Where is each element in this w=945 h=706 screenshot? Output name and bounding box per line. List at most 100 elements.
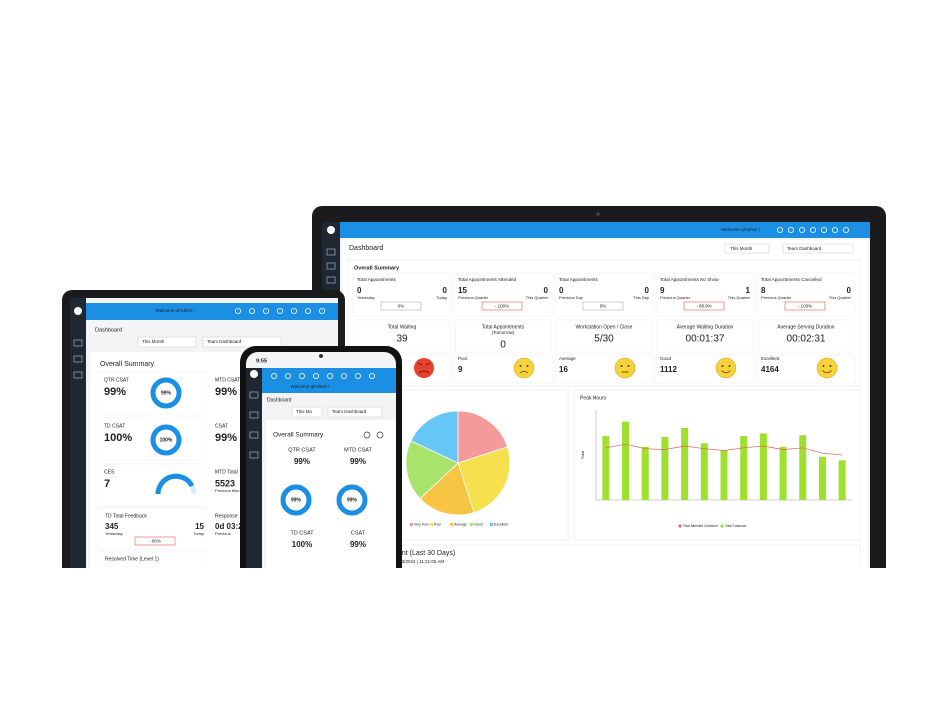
- pie-slice: [405, 440, 459, 500]
- card: [97, 371, 207, 415]
- stat-value: 39: [396, 334, 408, 345]
- background: [0, 568, 945, 706]
- card-value: 100%: [292, 540, 312, 549]
- change-text: 0%: [398, 304, 405, 309]
- card-value: 99%: [294, 457, 310, 466]
- bar: [720, 450, 728, 500]
- stat-title: Average Waiting Duration: [677, 324, 734, 330]
- emoji: [614, 357, 636, 379]
- legend-swatch: [678, 524, 682, 528]
- kpi-label: Yesterday: [357, 295, 375, 300]
- change-badge: [481, 301, 523, 311]
- kpi-label: This Quarter: [728, 295, 751, 300]
- kpi-label: Previous Quarter: [660, 295, 691, 300]
- card-value: 99%: [104, 386, 126, 398]
- stat-card: [454, 319, 552, 353]
- sidebar: [70, 298, 86, 588]
- sidebar-icon: [249, 411, 259, 419]
- card-title: TD Total Feedback: [105, 513, 147, 519]
- legend-swatch: [490, 523, 493, 526]
- status-time: 9:55: [256, 358, 267, 364]
- toolbar-icon: [354, 372, 361, 379]
- bar: [818, 456, 826, 500]
- bar: [799, 435, 807, 500]
- sidebar-icon: [326, 262, 336, 270]
- change-badge: [683, 301, 725, 311]
- kpi-value: 0: [357, 286, 362, 295]
- card: [97, 463, 207, 507]
- card-title: TD CSAT: [290, 530, 314, 536]
- gauge: [155, 473, 195, 495]
- card-value: 99%: [215, 432, 237, 444]
- legend-swatch: [430, 523, 433, 526]
- emoji-eye: [822, 365, 825, 367]
- kpi-value: 0: [847, 286, 852, 295]
- bar: [700, 443, 708, 500]
- legend-label: Total Customer: [725, 524, 747, 528]
- kpi-title: Total Appointments Cancelled: [761, 277, 822, 282]
- card-title: CSAT: [351, 530, 366, 536]
- kpi-label: Previous Quarter: [458, 295, 489, 300]
- kpi-value: 8: [761, 286, 766, 295]
- stat-title: Total Waiting: [388, 324, 417, 330]
- card-value: 5523: [215, 478, 235, 488]
- change-text: - 96%: [149, 539, 161, 544]
- emoji-mouth: [418, 370, 430, 374]
- card-title: TD CSAT: [104, 423, 125, 429]
- filter-text: Team Dashboard: [207, 339, 242, 344]
- page-title: Dashboard: [95, 327, 122, 333]
- kpi-title: Total Appointments No Show: [660, 277, 719, 282]
- ring-label: 99%: [291, 497, 302, 503]
- stat-title: Total Appointments: [482, 324, 525, 330]
- card-title: MTD CSAT: [215, 377, 240, 383]
- filter: [137, 336, 197, 348]
- stat-card: [757, 319, 855, 353]
- section-title: Overall Summary: [273, 432, 324, 439]
- pie-slice: [410, 410, 459, 464]
- emoji-eye: [627, 365, 630, 367]
- filter: [782, 243, 854, 254]
- axis-label: Total: [580, 451, 585, 460]
- stat-card: [656, 319, 754, 353]
- card-title: MTD CSAT: [344, 447, 372, 453]
- kpi-value: 0: [559, 286, 564, 295]
- kpi-value: 15: [458, 286, 467, 295]
- logo: [250, 370, 258, 378]
- icon: [376, 431, 384, 439]
- change-text: - 88.9%: [696, 304, 712, 309]
- toolbar-icon: [318, 307, 325, 314]
- feedback-value: 4164: [761, 365, 779, 374]
- sidebar: [246, 368, 262, 592]
- toolbar-icon: [234, 307, 241, 314]
- sidebar-icon: [326, 248, 336, 256]
- welcome-text: Welcome qfAdmin !: [156, 308, 195, 313]
- feedback-label: Poor: [458, 356, 468, 361]
- card-value: 99%: [215, 386, 237, 398]
- feedback-label: Excellent: [761, 356, 780, 361]
- pie-slice: [457, 446, 511, 513]
- emoji-eye: [526, 365, 529, 367]
- card-label: Today: [193, 531, 204, 536]
- ring: [150, 377, 182, 409]
- emoji-eye: [519, 365, 522, 367]
- kpi-value: 0: [544, 286, 549, 295]
- stat-subtitle: (Tomorrow): [492, 330, 515, 335]
- toolbar-icon: [777, 226, 784, 233]
- ring-label: 100%: [160, 437, 173, 443]
- emoji-eye: [721, 365, 724, 367]
- legend-label: Excellent: [494, 522, 508, 526]
- legend-swatch: [410, 523, 413, 526]
- stat-value: 00:02:31: [787, 334, 826, 345]
- bar: [622, 421, 630, 500]
- card-value: 100%: [104, 432, 132, 444]
- toolbar-icon: [284, 372, 291, 379]
- stat-card: [555, 319, 653, 353]
- ring-label: 99%: [161, 390, 172, 396]
- stat-value: 00:01:37: [686, 334, 725, 345]
- bar: [740, 436, 748, 500]
- stat-value: 5/30: [594, 334, 614, 345]
- emoji: [513, 357, 535, 379]
- card-title: MTD Total: [215, 469, 238, 475]
- legend-swatch: [720, 524, 724, 528]
- sidebar-icon: [73, 355, 83, 363]
